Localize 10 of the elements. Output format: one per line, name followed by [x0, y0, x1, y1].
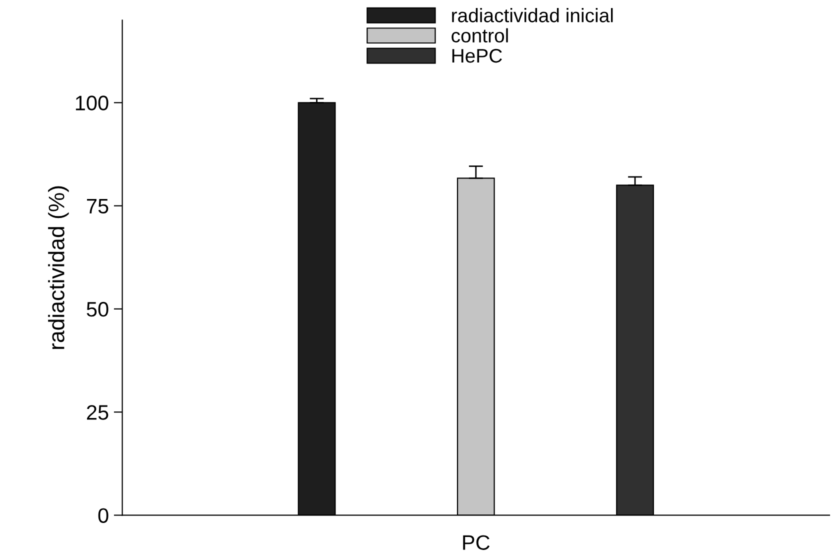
- y-tick-label: 100: [76, 96, 108, 110]
- y-tick-label: 25: [86, 405, 108, 420]
- y-tick-label: 0: [98, 508, 108, 523]
- y-tick-label: 75: [87, 199, 108, 214]
- x-tick-label: PC: [463, 535, 490, 550]
- legend-label: radiactividad inicial: [452, 8, 613, 22]
- y-tick-label: 50: [86, 302, 108, 317]
- y-axis-title: radiactividad (%): [48, 186, 69, 349]
- legend-label: HePC: [452, 48, 502, 63]
- legend-label: control: [452, 28, 508, 43]
